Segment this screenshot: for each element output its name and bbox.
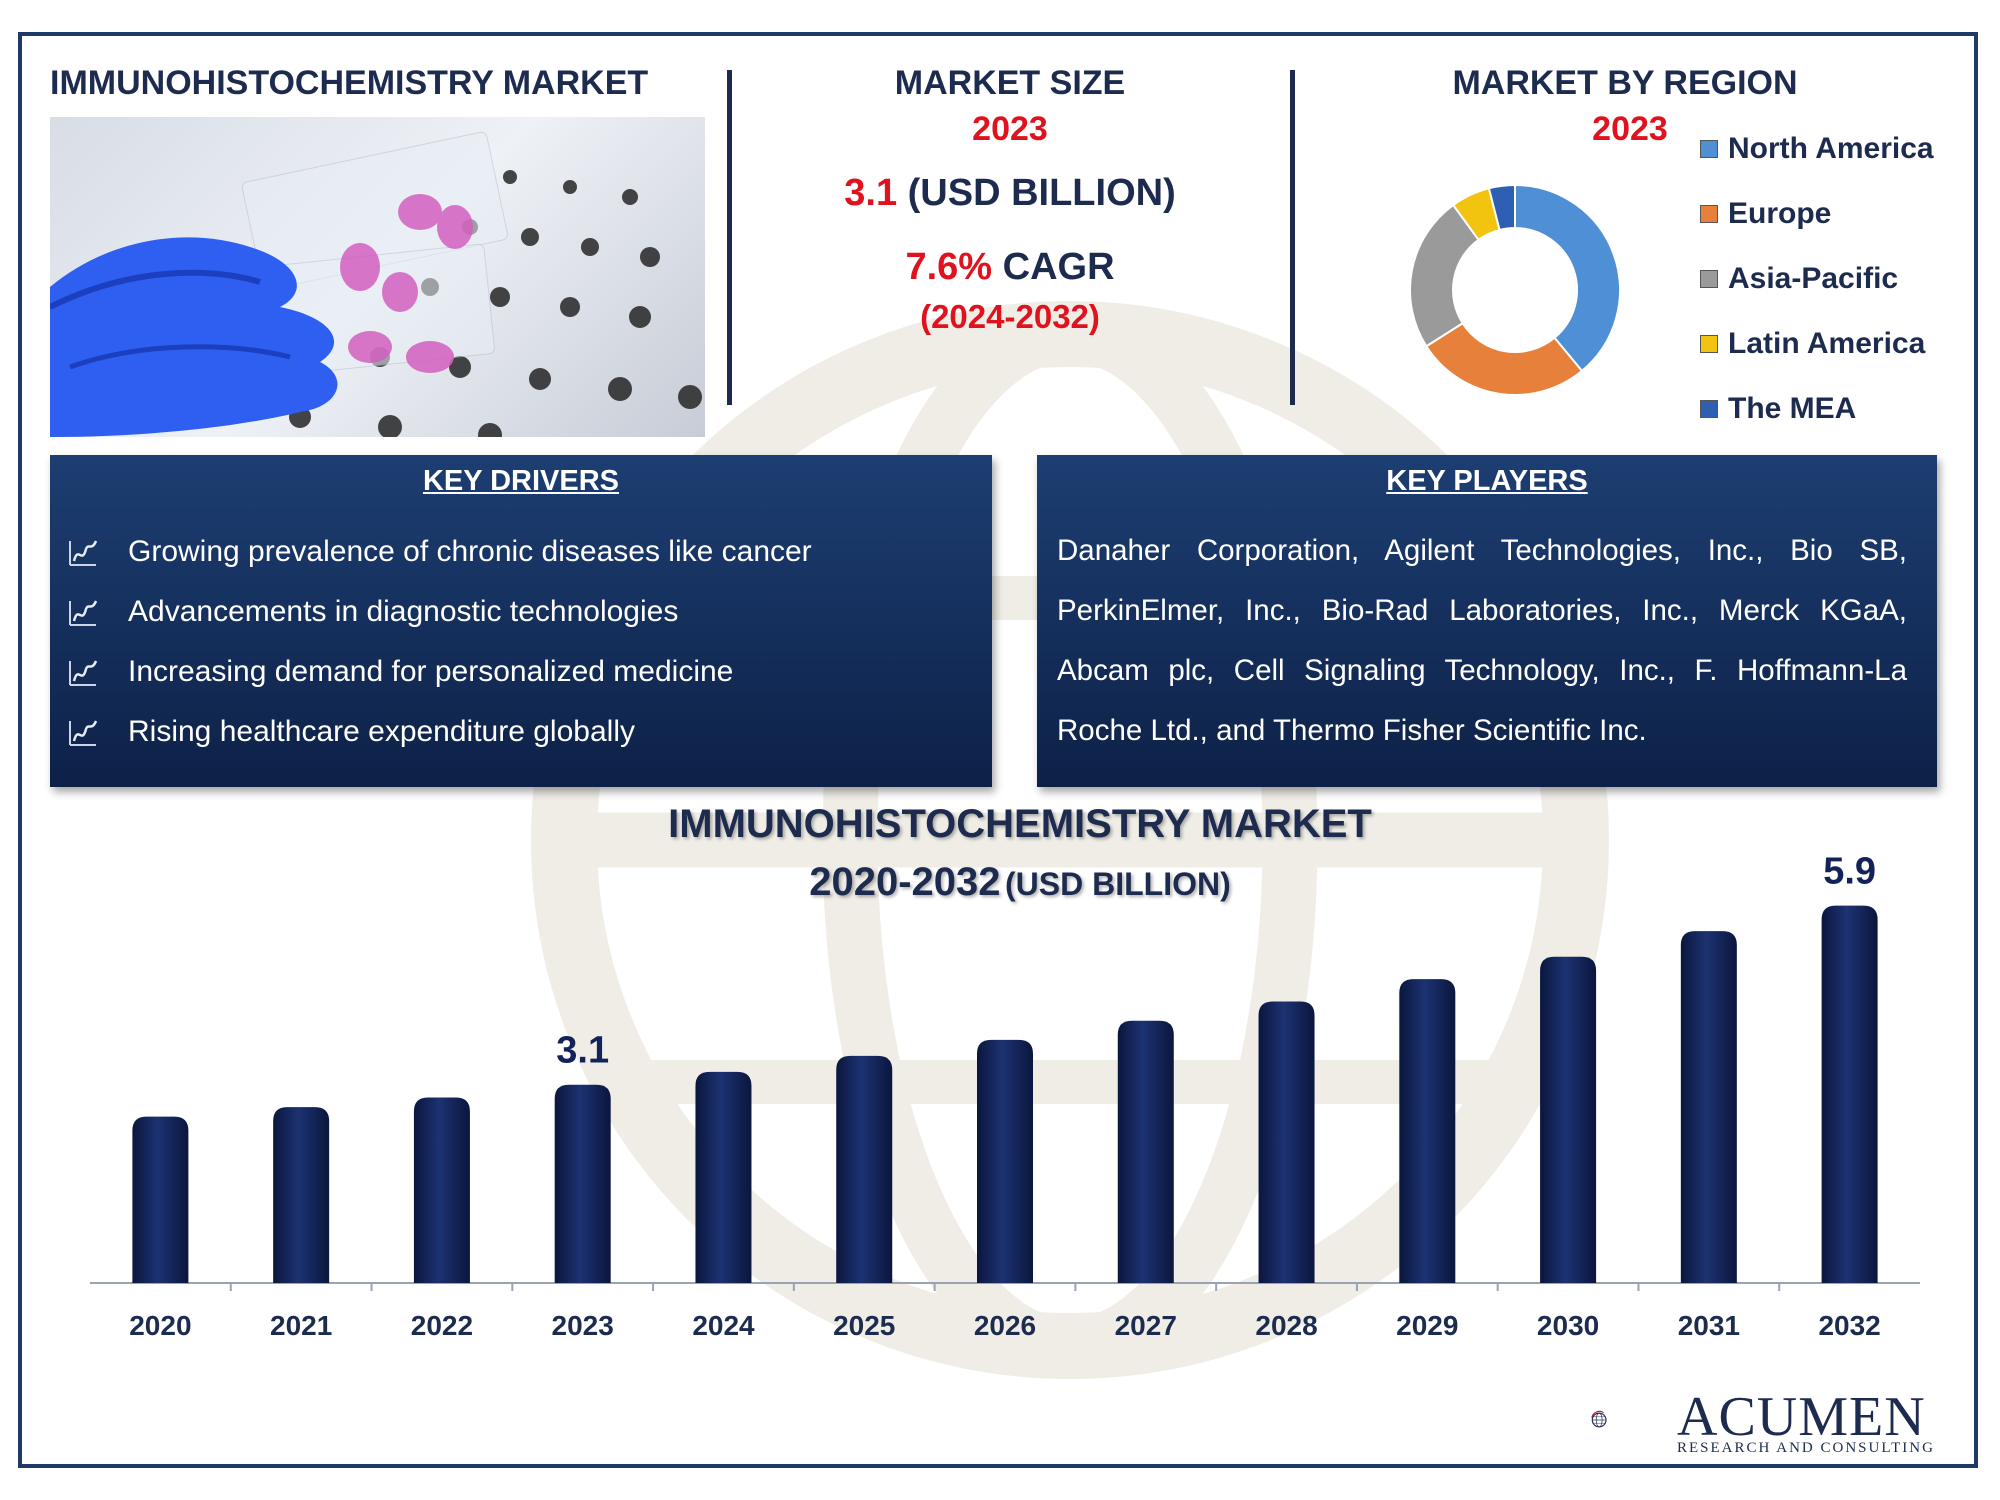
region-donut-chart [1409,183,1621,396]
key-drivers-panel: KEY DRIVERS Growing prevalence of chroni… [50,455,992,787]
x-tick-label: 2028 [1255,1310,1317,1341]
bar-2026 [977,1039,1033,1283]
x-tick-label: 2021 [270,1310,332,1341]
lab-slide-photo [50,117,705,437]
chart-growth-icon [69,600,98,626]
market-size-title: MARKET SIZE [894,64,1126,102]
x-tick-label: 2020 [129,1310,191,1341]
bar-2030 [1540,956,1597,1283]
x-tick-label: 2024 [692,1310,755,1341]
region-title: MARKET BY REGION [1452,64,1798,102]
chart-growth-icon [69,540,98,566]
key-players-panel: KEY PLAYERS Danaher Corporation, Agilent… [1037,455,1937,787]
market-size-value-line: 3.1 (USD BILLION) [735,172,1285,215]
driver-item: Growing prevalence of chronic diseases l… [66,535,812,569]
legend-swatch [1700,140,1718,158]
x-tick-label: 2029 [1396,1310,1458,1341]
legend-item: The MEA [1700,392,1856,426]
bar-2029 [1399,979,1456,1283]
legend-item: Asia-Pacific [1700,262,1898,296]
bar-2023 [554,1084,611,1283]
legend-item: Europe [1700,197,1831,231]
chart-growth-icon [69,660,98,686]
legend-label: Europe [1728,197,1832,230]
cagr-label: CAGR [1002,246,1115,288]
x-tick-label: 2030 [1537,1310,1599,1341]
market-size-year: 2023 [972,110,1048,148]
bar-2022 [413,1097,470,1283]
legend-label: Asia-Pacific [1728,262,1899,295]
driver-item: Advancements in diagnostic technologies [66,595,678,629]
driver-text: Advancements in diagnostic technologies [128,595,679,628]
chart-subtitle: 2020-2032 (USD BILLION) [560,860,1480,905]
donut-slice-north-america [1514,183,1621,373]
brand-tagline: RESEARCH AND CONSULTING [1677,1440,1935,1456]
section-title-market: IMMUNOHISTOCHEMISTRY MARKET [50,64,649,102]
chart-subtitle-unit: (USD BILLION) [1005,866,1231,902]
market-size-value: 3.1 [844,172,898,214]
chart-growth-icon [69,720,98,746]
legend-item: Latin America [1700,327,1925,361]
x-tick-label: 2025 [833,1310,895,1341]
x-tick-label: 2032 [1818,1310,1880,1341]
x-tick-label: 2026 [974,1310,1036,1341]
driver-item: Rising healthcare expenditure globally [66,715,635,749]
brand-name: ACUMEN [1677,1386,1926,1448]
bar-2025 [836,1055,893,1283]
data-label-2023: 3.1 [556,1030,609,1072]
legend-swatch [1700,205,1718,223]
data-label-2032: 5.9 [1823,851,1876,893]
region-year: 2023 [1592,110,1668,148]
bar-2028 [1258,1001,1315,1283]
driver-text: Increasing demand for personalized medic… [128,655,734,688]
market-size-unit: (USD BILLION) [907,172,1176,214]
bar-2024 [695,1071,752,1283]
divider-left [727,70,732,405]
legend-swatch [1700,400,1718,418]
legend-swatch [1700,270,1718,288]
legend-label: The MEA [1728,392,1857,425]
key-players-heading: KEY PLAYERS [1386,465,1588,497]
donut-slice-the-mea [1487,183,1516,232]
divider-right [1290,70,1295,405]
legend-swatch [1700,335,1718,353]
legend-label: North America [1728,132,1934,165]
x-tick-label: 2031 [1678,1310,1740,1341]
legend-label: Latin America [1728,327,1926,360]
bar-2031 [1680,931,1737,1283]
key-players-text: Danaher Corporation, Agilent Technologie… [1057,534,1907,747]
cagr-line: 7.6% CAGR [735,246,1285,289]
chart-subtitle-years: 2020-2032 [809,860,1001,904]
legend-item: North America [1700,132,1934,166]
x-tick-label: 2027 [1115,1310,1177,1341]
x-tick-label: 2023 [552,1310,614,1341]
chart-title: IMMUNOHISTOCHEMISTRY MARKET [668,802,1372,846]
driver-text: Growing prevalence of chronic diseases l… [128,535,812,568]
x-tick-label: 2022 [411,1310,473,1341]
cagr-value: 7.6% [905,246,993,288]
market-bar-chart: 2020 2021 2022 2023 2024 2025 2026 2027 2028 2029… [90,851,1920,1341]
acumen-logo-icon [1591,1410,1607,1428]
driver-item: Increasing demand for personalized medic… [66,655,733,689]
bar-2021 [273,1107,330,1283]
bar-2020 [132,1116,189,1283]
cagr-period: (2024-2032) [920,298,1100,335]
bar-2032 [1821,905,1878,1283]
bar-2027 [1117,1020,1174,1283]
driver-text: Rising healthcare expenditure globally [128,715,635,748]
key-drivers-heading: KEY DRIVERS [422,465,620,497]
